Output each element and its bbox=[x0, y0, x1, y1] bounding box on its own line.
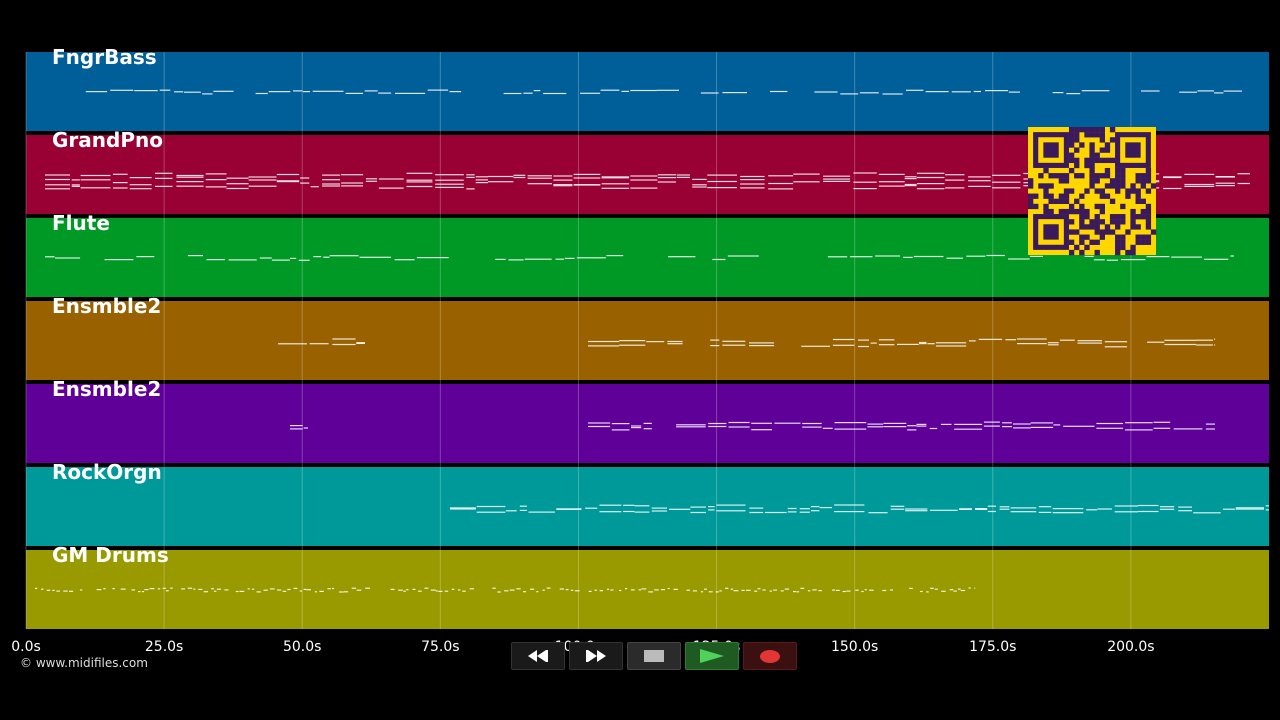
track-notes bbox=[290, 421, 1215, 431]
track-notes bbox=[85, 89, 1242, 95]
time-tick-label: 175.0s bbox=[969, 639, 1016, 655]
stop-icon bbox=[644, 650, 664, 662]
play-button[interactable] bbox=[685, 642, 739, 670]
time-tick-label: 0.0s bbox=[11, 639, 41, 655]
rewind-icon bbox=[528, 650, 548, 662]
track-label: GM Drums bbox=[52, 543, 169, 567]
time-tick-label: 150.0s bbox=[831, 639, 878, 655]
transport-controls bbox=[511, 642, 797, 670]
rewind-button[interactable] bbox=[511, 642, 565, 670]
time-tick-label: 75.0s bbox=[421, 639, 459, 655]
note-rendering bbox=[35, 89, 1269, 593]
track-lane bbox=[26, 467, 1269, 546]
track-lane bbox=[26, 52, 1269, 131]
track-notes bbox=[278, 338, 1216, 348]
fast-forward-icon bbox=[586, 650, 606, 662]
record-icon bbox=[760, 649, 780, 663]
track-label: Ensmble2 bbox=[52, 377, 161, 401]
track-notes bbox=[35, 587, 976, 593]
track-labels: FngrBass GrandPno Flute Ensmble2 Ensmble2 Roc… bbox=[52, 45, 169, 567]
track-label: GrandPno bbox=[52, 128, 163, 152]
time-tick-label: 200.0s bbox=[1107, 639, 1154, 655]
track-label: Ensmble2 bbox=[52, 294, 161, 318]
qr-code bbox=[1028, 127, 1157, 256]
track-notes bbox=[45, 254, 1234, 261]
stop-button[interactable] bbox=[627, 642, 681, 670]
copyright-text: © www.midifiles.com bbox=[20, 656, 148, 670]
track-label: RockOrgn bbox=[52, 460, 162, 484]
time-tick-label: 25.0s bbox=[145, 639, 183, 655]
track-label: Flute bbox=[52, 211, 110, 235]
play-icon bbox=[700, 649, 724, 663]
record-button[interactable] bbox=[743, 642, 797, 670]
track-label: FngrBass bbox=[52, 45, 157, 69]
time-tick-label: 50.0s bbox=[283, 639, 321, 655]
fast-forward-button[interactable] bbox=[569, 642, 623, 670]
track-lane bbox=[26, 550, 1269, 629]
track-notes bbox=[450, 504, 1269, 514]
